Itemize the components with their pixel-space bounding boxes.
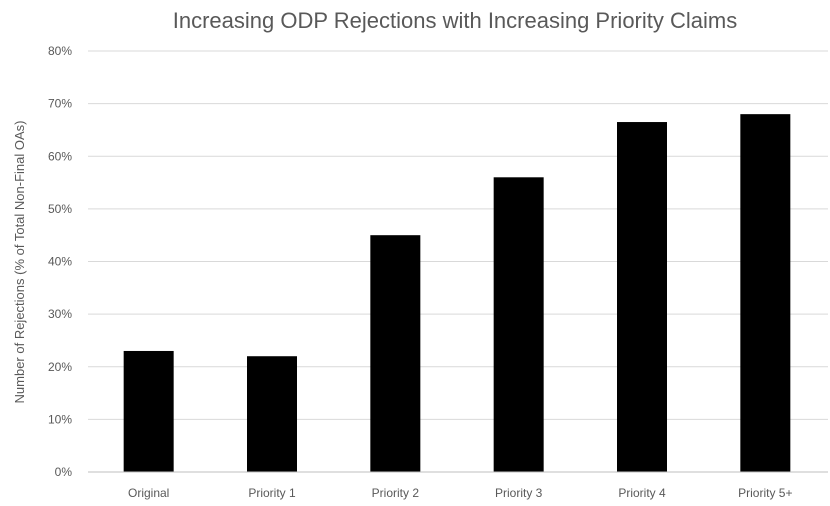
bars xyxy=(123,114,791,473)
bar-priority-3 xyxy=(493,177,544,473)
y-tick-label: 20% xyxy=(48,360,72,374)
x-tick-label: Priority 5+ xyxy=(738,486,792,500)
y-tick-label: 80% xyxy=(48,44,72,58)
x-tick-label: Priority 3 xyxy=(495,486,543,500)
y-axis-ticks: 0% 10% 20% 30% 40% 50% 60% 70% 80% xyxy=(48,44,72,479)
bar-priority-1 xyxy=(247,356,297,472)
x-tick-label: Original xyxy=(128,486,169,500)
x-axis-ticks: Original Priority 1 Priority 2 Priority 3 Pr… xyxy=(128,486,793,500)
y-axis-label: Number of Rejections (% of Total Non-Fin… xyxy=(12,121,27,404)
y-tick-label: 10% xyxy=(48,412,72,426)
x-tick-label: Priority 2 xyxy=(372,486,420,500)
chart-title: Increasing ODP Rejections with Increasin… xyxy=(173,8,737,33)
bar-original xyxy=(123,350,174,472)
gridlines xyxy=(88,50,828,420)
y-tick-label: 30% xyxy=(48,307,72,321)
x-tick-label: Priority 1 xyxy=(248,486,296,500)
y-tick-label: 50% xyxy=(48,202,72,216)
bar-priority-2 xyxy=(370,235,421,472)
y-tick-label: 40% xyxy=(48,255,72,269)
bar-priority-5 xyxy=(740,114,791,473)
y-tick-label: 70% xyxy=(48,97,72,111)
y-tick-label: 60% xyxy=(48,149,72,163)
y-tick-label: 0% xyxy=(55,465,73,479)
bar-priority-4 xyxy=(617,122,667,472)
x-tick-label: Priority 4 xyxy=(618,486,666,500)
